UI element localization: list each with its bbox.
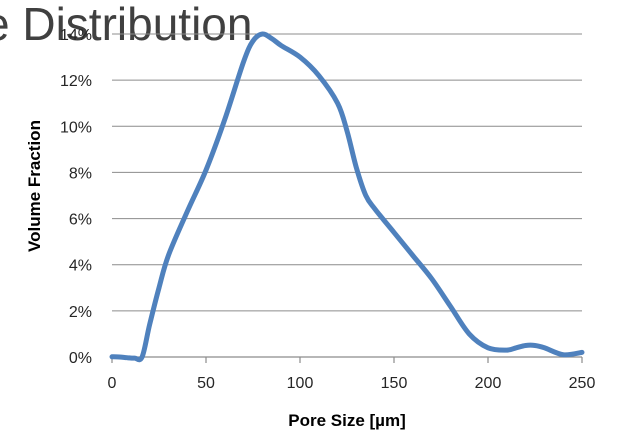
- x-tick-labels: 0 50 100 150 200 250: [108, 375, 596, 392]
- x-tick-label: 0: [108, 375, 117, 392]
- y-tick-label: 4%: [69, 258, 92, 275]
- y-tick-label: 10%: [60, 119, 92, 136]
- x-tick-label: 250: [569, 375, 596, 392]
- y-tick-label: 12%: [60, 73, 92, 90]
- x-tick-label: 100: [287, 375, 314, 392]
- x-tick-label: 150: [381, 375, 408, 392]
- gridlines: [111, 33, 583, 363]
- series-group: [109, 31, 585, 363]
- series-line: [109, 31, 585, 363]
- plot-area: 0% 2% 4% 6% 8% 10% 12% 14% 0 50 100 150 200 250: [60, 27, 595, 392]
- y-tick-label: 14%: [60, 27, 92, 44]
- y-axis-title: Volume Fraction: [25, 120, 44, 252]
- y-tick-labels: 0% 2% 4% 6% 8% 10% 12% 14%: [60, 27, 92, 367]
- x-tick-label: 50: [197, 375, 215, 392]
- x-tick-label: 200: [475, 375, 502, 392]
- background-title-fragment: e Distribution: [0, 0, 252, 50]
- y-tick-label: 8%: [69, 165, 92, 182]
- y-tick-label: 0%: [69, 350, 92, 367]
- y-tick-label: 6%: [69, 212, 92, 229]
- x-axis-title: Pore Size [µm]: [288, 411, 406, 430]
- y-tick-label: 2%: [69, 304, 92, 321]
